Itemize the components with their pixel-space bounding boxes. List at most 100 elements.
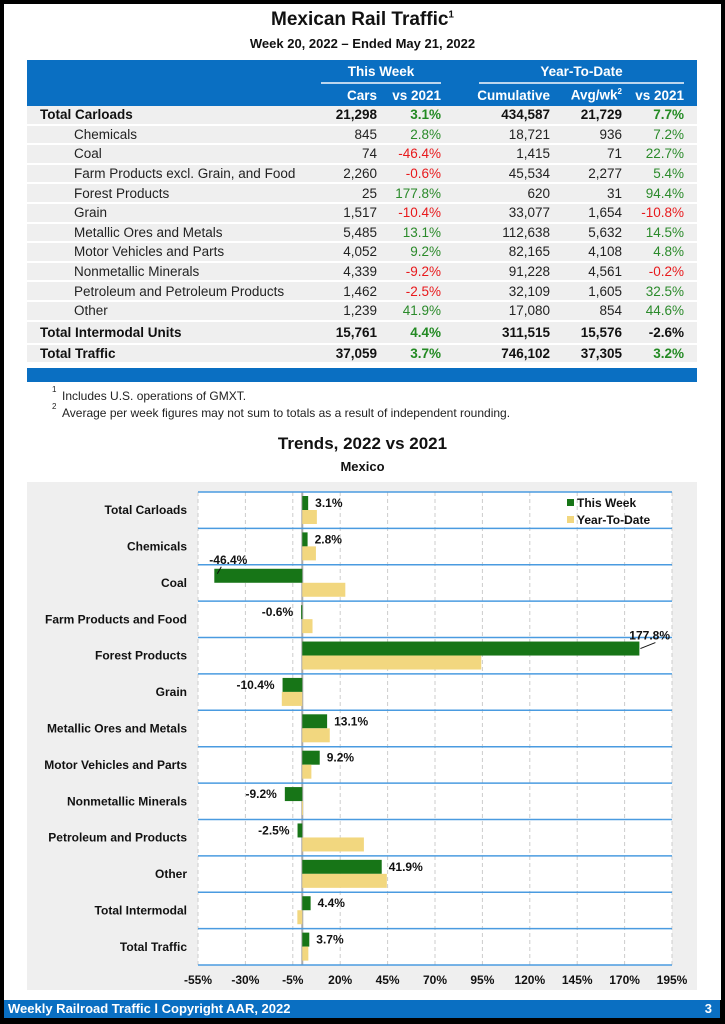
cumulative-value: 33,077: [441, 203, 550, 224]
row-label: Motor Vehicles and Parts: [27, 243, 317, 263]
page-number: 3: [704, 1001, 712, 1016]
cumulative-value: 18,721: [441, 125, 550, 146]
this-week-bar: [302, 896, 311, 911]
row-label: Chemicals: [27, 125, 317, 146]
table-row: Forest Products 25 177.8% 620 31 94.4%: [27, 184, 697, 204]
category-label: Motor Vehicles and Parts: [44, 758, 187, 772]
row-pad: [684, 223, 697, 244]
ytd-bar: [302, 546, 316, 561]
row-label: Metallic Ores and Metals: [27, 223, 317, 244]
row-label: Forest Products: [27, 184, 317, 204]
x-tick-label: 120%: [514, 973, 545, 987]
traffic-table: This Week Year-To-Date Cars vs 2021 Cumu…: [27, 60, 697, 365]
chart-subtitle: Mexico: [340, 459, 385, 474]
ytd-bar: [302, 582, 346, 597]
data-label: -46.4%: [209, 553, 247, 567]
avg-week-value: 1,605: [550, 282, 622, 302]
category-label: Other: [155, 867, 187, 881]
table-row: Chemicals 845 2.8% 18,721 936 7.2%: [27, 125, 697, 146]
table-row: Total Intermodal Units 15,761 4.4% 311,515 1…: [27, 321, 697, 345]
this-week-bar: [302, 532, 308, 547]
row-pad: [684, 164, 697, 185]
x-tick-label: 45%: [376, 973, 400, 987]
ytd-bar: [302, 619, 313, 634]
x-tick-label: -30%: [231, 973, 259, 987]
ytd-bar: [302, 655, 482, 670]
table-row: Coal 74 -46.4% 1,415 71 22.7%: [27, 145, 697, 165]
week-change: 3.1%: [377, 106, 441, 126]
data-label: 13.1%: [334, 714, 368, 728]
data-label: 4.4%: [318, 896, 346, 910]
category-label: Metallic Ores and Metals: [47, 722, 187, 736]
page-subtitle: Week 20, 2022 – Ended May 21, 2022: [249, 36, 476, 51]
avg-week-value: 936: [550, 125, 622, 146]
this-week-bar: [302, 932, 310, 947]
row-label: Farm Products excl. Grain, and Food: [27, 164, 317, 185]
table-row: Total Carloads 21,298 3.1% 434,587 21,729 7.7…: [27, 106, 697, 126]
data-label: 9.2%: [327, 751, 355, 765]
avg-week-value: 4,108: [550, 243, 622, 263]
ytd-bar: [297, 910, 303, 925]
ytd-bar: [302, 946, 309, 961]
data-label: 3.1%: [315, 496, 343, 510]
x-tick-label: 195%: [657, 973, 688, 987]
this-week-bar: [302, 714, 328, 729]
title-text: Mexican Rail Traffic: [271, 9, 449, 30]
ytd-change: 44.6%: [622, 301, 684, 322]
chart-svg: -55% -30% -5% 20% 45% 70% 95% 120% 145% 170% 195% T…: [44, 491, 688, 987]
week-change: -46.4%: [377, 145, 441, 165]
ytd-bar: [302, 873, 387, 888]
category-label: Grain: [156, 685, 187, 699]
ytd-change: -2.6%: [622, 321, 684, 345]
avg-week-value: 1,654: [550, 203, 622, 224]
table-row: Total Traffic 37,059 3.7% 746,102 37,305 3.2%: [27, 344, 697, 365]
ytd-change: 5.4%: [622, 164, 684, 185]
week-change: 2.8%: [377, 125, 441, 146]
col-week-vs: vs 2021: [377, 84, 441, 106]
x-tick-label: 170%: [609, 973, 640, 987]
table-bottom-bar: [27, 368, 697, 382]
data-label: 2.8%: [315, 532, 343, 546]
col-cars: Cars: [317, 84, 377, 106]
row-pad: [684, 125, 697, 146]
ytd-bar: [302, 764, 312, 779]
ytd-change: 32.5%: [622, 282, 684, 302]
cumulative-value: 45,534: [441, 164, 550, 185]
avg-week-value: 31: [550, 184, 622, 204]
cars-value: 1,517: [317, 203, 377, 224]
this-week-bar: [302, 750, 320, 765]
this-week-bar: [214, 568, 303, 583]
ytd-bar: [302, 837, 364, 852]
row-label: Petroleum and Petroleum Products: [27, 282, 317, 302]
legend-swatch-ytd: [567, 516, 574, 523]
row-label: Total Carloads: [27, 106, 317, 126]
category-label: Coal: [161, 576, 187, 590]
week-change: 41.9%: [377, 301, 441, 322]
x-tick-label: 20%: [328, 973, 352, 987]
cars-value: 74: [317, 145, 377, 165]
ytd-change: 7.7%: [622, 106, 684, 126]
title-footnote-mark: 1: [448, 9, 454, 21]
table-row: Grain 1,517 -10.4% 33,077 1,654 -10.8%: [27, 203, 697, 224]
footnote-1: 1 Includes U.S. operations of GMXT.: [52, 385, 247, 403]
table-row: Farm Products excl. Grain, and Food 2,260…: [27, 164, 697, 185]
avg-week-value: 854: [550, 301, 622, 322]
this-week-bar: [302, 641, 640, 656]
avg-week-value: 2,277: [550, 164, 622, 185]
cars-value: 21,298: [317, 106, 377, 126]
col-cumulative: Cumulative: [441, 84, 550, 106]
category-label: Nonmetallic Minerals: [67, 794, 187, 808]
cumulative-value: 112,638: [441, 223, 550, 244]
cumulative-value: 1,415: [441, 145, 550, 165]
category-label: Total Traffic: [120, 940, 187, 954]
cumulative-value: 434,587: [441, 106, 550, 126]
avg-week-value: 21,729: [550, 106, 622, 126]
x-tick-label: 145%: [562, 973, 593, 987]
week-change: -10.4%: [377, 203, 441, 224]
avg-week-value: 37,305: [550, 344, 622, 365]
data-label: -10.4%: [237, 678, 275, 692]
row-pad: [684, 145, 697, 165]
this-week-bar: [297, 823, 303, 838]
header-this-week: This Week: [321, 64, 441, 84]
x-tick-label: -5%: [282, 973, 304, 987]
